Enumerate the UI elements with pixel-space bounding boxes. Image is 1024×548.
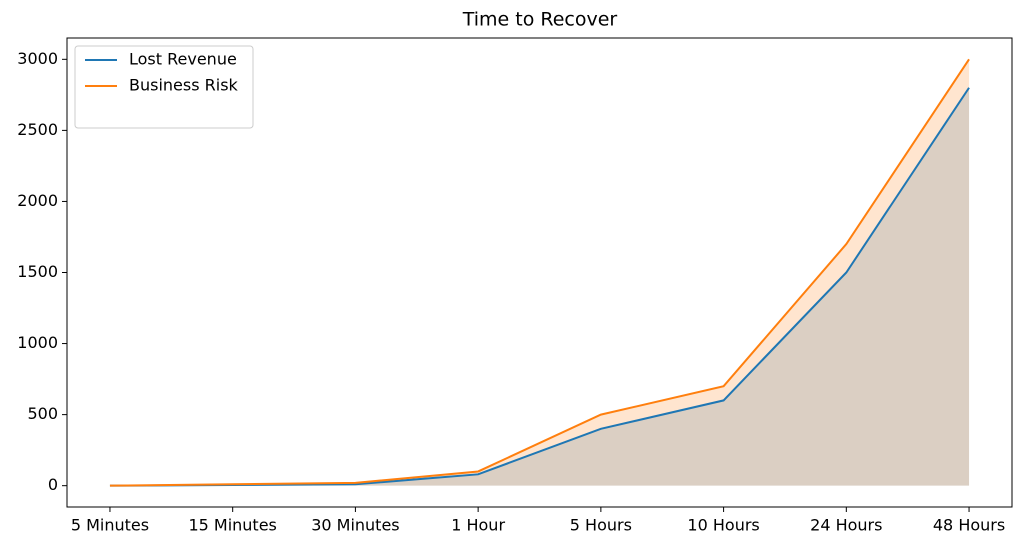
x-tick-label: 5 Minutes xyxy=(71,516,149,535)
x-tick-label: 30 Minutes xyxy=(311,516,399,535)
legend-box xyxy=(74,45,254,129)
area xyxy=(109,87,970,486)
y-tick-label: 3000 xyxy=(17,49,58,68)
x-tick-label: 15 Minutes xyxy=(188,516,276,535)
area xyxy=(109,59,970,486)
x-tick-label: 48 Hours xyxy=(933,516,1005,535)
y-tick-label: 500 xyxy=(27,404,58,423)
x-tick-label: 24 Hours xyxy=(810,516,882,535)
plot-frame xyxy=(66,37,1013,508)
y-tick-label: 1000 xyxy=(17,333,58,352)
y-tick-label: 2500 xyxy=(17,120,58,139)
x-tick-label: 10 Hours xyxy=(687,516,759,535)
y-tick-label: 2000 xyxy=(17,191,58,210)
y-tick-label: 1500 xyxy=(17,262,58,281)
y-tick-label: 0 xyxy=(48,475,58,494)
legend-label: Lost Revenue xyxy=(129,50,237,69)
chart-title: Time to Recover xyxy=(462,9,618,31)
line xyxy=(109,58,970,487)
x-tick-label: 1 Hour xyxy=(451,516,505,535)
x-tick-label: 5 Hours xyxy=(570,516,632,535)
legend-label: Business Risk xyxy=(129,76,239,95)
